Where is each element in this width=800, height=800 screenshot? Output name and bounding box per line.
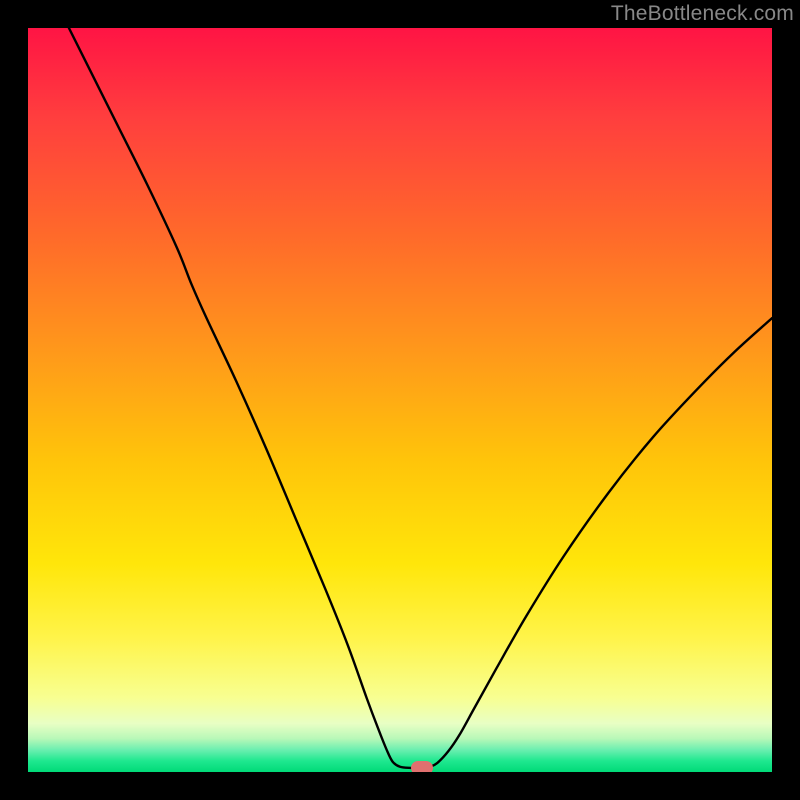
plot-area <box>28 28 772 772</box>
vertex-marker <box>411 761 433 772</box>
curve-line <box>28 28 772 772</box>
watermark-text: TheBottleneck.com <box>611 2 794 26</box>
